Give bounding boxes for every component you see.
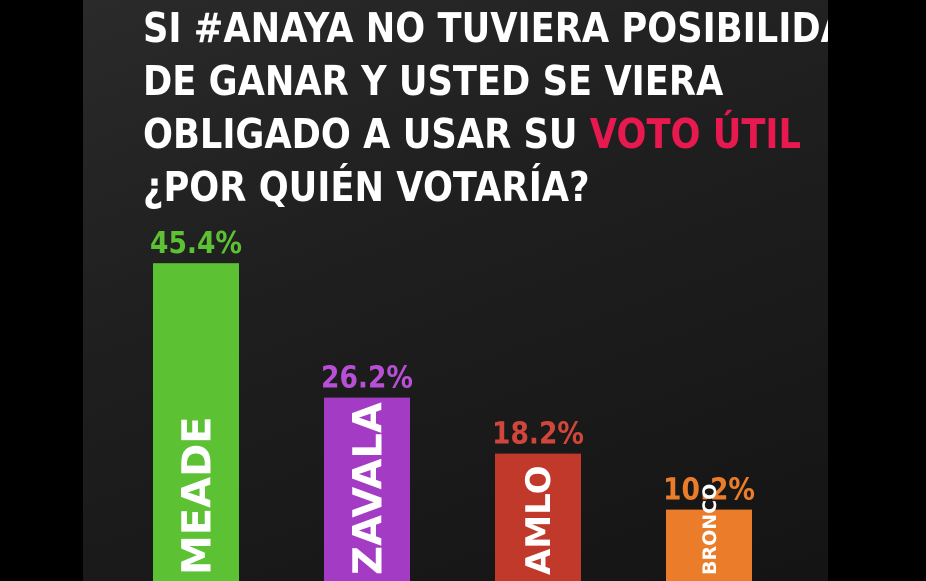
bar-amlo (495, 453, 581, 581)
value-label-meade: 45.4% (150, 226, 242, 261)
value-label-bronco: 10.2% (663, 473, 755, 508)
category-label-meade: MEADE (174, 416, 220, 575)
title-line-3: OBLIGADO A USAR SU VOTO ÚTIL (143, 108, 801, 161)
title-line-3-prefix: OBLIGADO A USAR SU (143, 110, 590, 158)
value-label-amlo: 18.2% (492, 417, 584, 452)
bar-bronco (666, 509, 752, 581)
title-highlight: VOTO ÚTIL (589, 110, 802, 158)
category-label-amlo: AMLO (519, 465, 559, 575)
category-label-bronco: BRONCO (699, 484, 721, 575)
value-label-zavala: 26.2% (321, 361, 413, 396)
title-line-1: SI #ANAYA NO TUVIERA POSIBILIDADES (143, 4, 828, 52)
chart-title: SI #ANAYA NO TUVIERA POSIBILIDADES DE GA… (143, 2, 828, 214)
title-line-2: DE GANAR Y USTED SE VIERA (143, 57, 724, 105)
bar-meade (153, 263, 239, 581)
bar-zavala (324, 397, 410, 581)
title-line-4: ¿POR QUIÉN VOTARÍA? (143, 163, 590, 211)
bar-chart: 45.4% MEADE 26.2% ZAVALA 18.2% AMLO 10.2%BRONC… (150, 226, 755, 581)
chart-panel: SI #ANAYA NO TUVIERA POSIBILIDADES DE GA… (83, 0, 828, 581)
category-label-zavala: ZAVALA (345, 402, 391, 575)
